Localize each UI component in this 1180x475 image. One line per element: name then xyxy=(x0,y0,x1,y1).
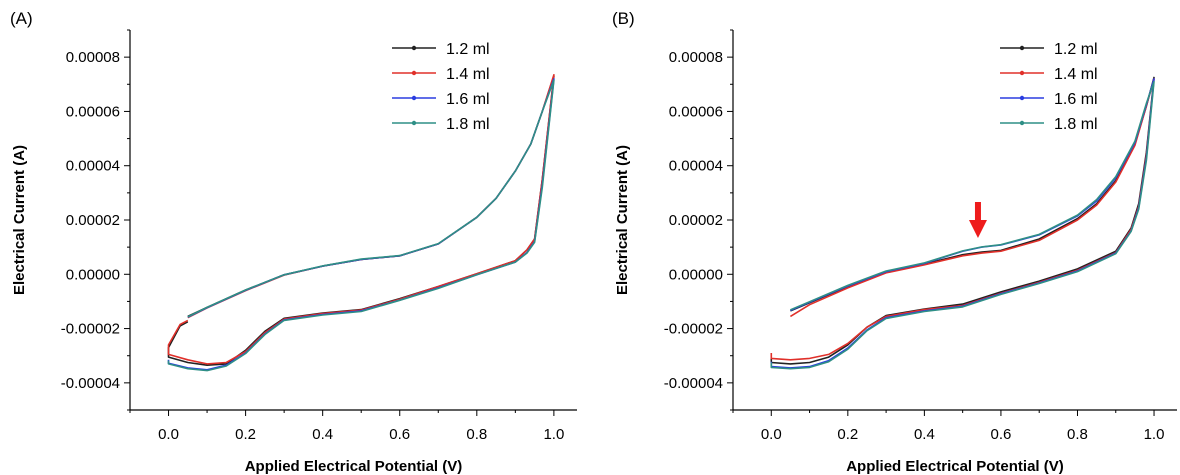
y-tick-label: -0.00004 xyxy=(61,375,120,392)
arrow-head xyxy=(968,220,987,238)
legend-marker xyxy=(411,95,417,101)
legend-item: 1.4 ml xyxy=(392,66,490,83)
y-tick-label: -0.00004 xyxy=(664,375,723,392)
series-line-1-6-ml xyxy=(167,78,555,371)
y-tick-label: 0.00008 xyxy=(669,49,723,66)
y-tick-label: -0.00002 xyxy=(664,321,723,338)
x-axis-title: Applied Electrical Potential (V) xyxy=(846,458,1064,475)
annotation-arrow-icon xyxy=(968,202,987,238)
chart-panel-b: (B) 0.0 0.2 0.4 0.6 0.8 1.0 -0.00004 -0.00002 0.0… xyxy=(612,9,1177,475)
legend-marker xyxy=(1019,45,1025,51)
x-tick-label: 0.4 xyxy=(312,426,333,443)
y-tick-label: 0.00000 xyxy=(669,266,723,283)
x-tick-label: 0.0 xyxy=(158,426,179,443)
y-tick-label: -0.00002 xyxy=(61,321,120,338)
legend-item: 1.2 ml xyxy=(1000,41,1098,58)
legend-marker xyxy=(1019,70,1025,76)
legend-marker xyxy=(411,120,417,126)
legend-marker xyxy=(1019,95,1025,101)
legend-item: 1.6 ml xyxy=(1000,91,1098,108)
x-tick-label: 0.4 xyxy=(914,426,935,443)
legend-item: 1.4 ml xyxy=(1000,66,1098,83)
legend-marker xyxy=(411,45,417,51)
x-tick-label: 0.6 xyxy=(991,426,1012,443)
legend-label: 1.4 ml xyxy=(1054,66,1098,83)
y-tick-label: 0.00006 xyxy=(66,103,120,120)
legend-label: 1.4 ml xyxy=(446,66,490,83)
y-axis-title: Electrical Current (A) xyxy=(614,145,631,295)
y-tick-label: 0.00004 xyxy=(669,158,723,175)
x-axis-title: Applied Electrical Potential (V) xyxy=(245,458,463,475)
y-tick-label: 0.00008 xyxy=(66,49,120,66)
series-line-1-2-ml xyxy=(167,75,555,366)
x-tick-label: 0.2 xyxy=(837,426,858,443)
legend-label: 1.8 ml xyxy=(1054,116,1098,133)
y-tick-label: 0.00000 xyxy=(66,266,120,283)
y-tick-label: 0.00004 xyxy=(66,158,120,175)
legend-label: 1.6 ml xyxy=(1054,91,1098,108)
panel-label: (B) xyxy=(612,9,635,28)
x-tick-label: 0.0 xyxy=(761,426,782,443)
y-tick-label: 0.00002 xyxy=(669,212,723,229)
series-line-1-8-ml xyxy=(770,80,1155,370)
legend-item: 1.8 ml xyxy=(1000,116,1098,133)
y-tick-label: 0.00006 xyxy=(669,103,723,120)
legend-item: 1.2 ml xyxy=(392,41,490,58)
legend-label: 1.6 ml xyxy=(446,91,490,108)
y-tick-label: 0.00002 xyxy=(66,212,120,229)
legend-label: 1.2 ml xyxy=(1054,41,1098,58)
legend-item: 1.6 ml xyxy=(392,91,490,108)
x-tick-label: 0.6 xyxy=(389,426,410,443)
legend-marker xyxy=(1019,120,1025,126)
legend-item: 1.8 ml xyxy=(392,116,490,133)
chart-panel-a: (A) 0.0 0.2 0.4 0.6 0.8 1.0 -0.00004 -0.00002 0.0… xyxy=(10,9,577,475)
panel-label: (A) xyxy=(10,9,33,28)
x-tick-label: 0.8 xyxy=(1067,426,1088,443)
y-axis-title: Electrical Current (A) xyxy=(11,145,28,295)
x-tick-label: 0.2 xyxy=(235,426,256,443)
arrow-shaft xyxy=(974,202,981,222)
x-tick-label: 0.8 xyxy=(466,426,487,443)
legend-marker xyxy=(411,70,417,76)
x-tick-label: 1.0 xyxy=(543,426,564,443)
legend-label: 1.8 ml xyxy=(446,116,490,133)
legend-label: 1.2 ml xyxy=(446,41,490,58)
series-line-1-4-ml xyxy=(167,74,555,365)
series-line-1-8-ml xyxy=(167,79,555,372)
x-tick-label: 1.0 xyxy=(1144,426,1165,443)
